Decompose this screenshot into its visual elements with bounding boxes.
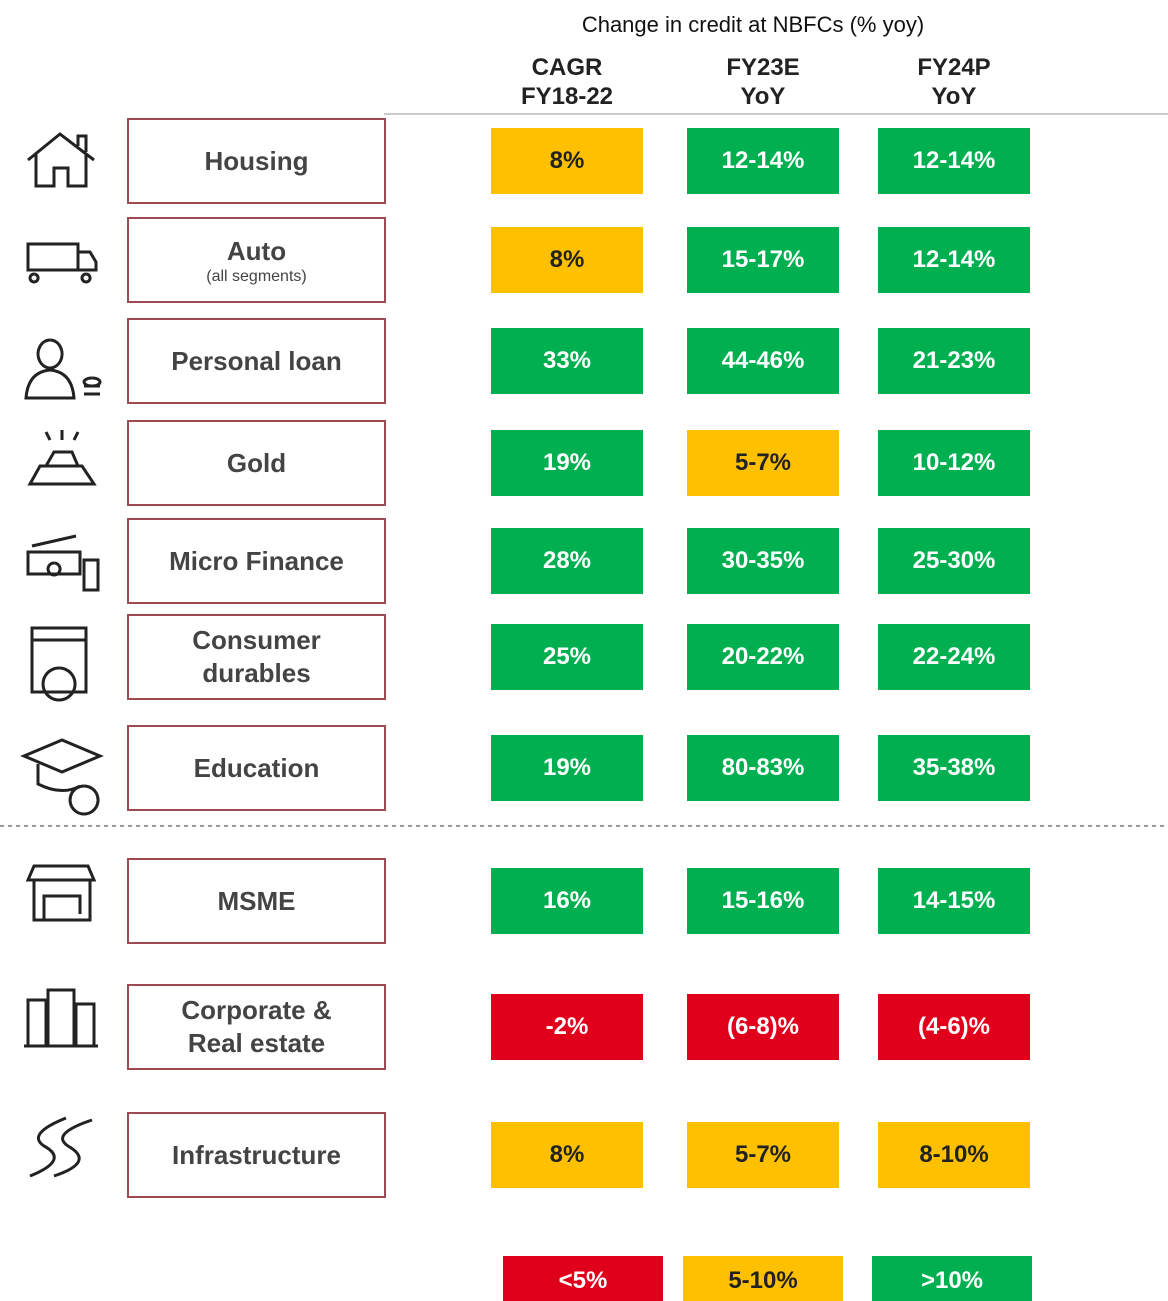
value-cell: 12-14% — [687, 128, 839, 194]
value-cell: 15-17% — [687, 227, 839, 293]
value-cell: 5-7% — [687, 1122, 839, 1188]
value-cell: 19% — [491, 430, 643, 496]
column-header-line: YoY — [931, 83, 977, 110]
value-cell: 30-35% — [687, 528, 839, 594]
column-header-line: YoY — [740, 83, 786, 110]
value-cell: 8% — [491, 227, 643, 293]
value-cell: 25% — [491, 624, 643, 690]
row-label: Housing — [127, 118, 386, 204]
row-label-line: Housing — [204, 145, 309, 176]
row-label-line: Consumer — [192, 625, 321, 655]
value-cell: 25-30% — [878, 528, 1030, 594]
value-cell: 33% — [491, 328, 643, 394]
row-label-line: durables — [202, 658, 311, 688]
row-sublabel: (all segments) — [206, 267, 307, 285]
value-cell: 22-24% — [878, 624, 1030, 690]
column-header: CAGR FY18-22 — [477, 53, 657, 111]
legend-item: >10% — [872, 1256, 1032, 1301]
value-cell: 5-7% — [687, 430, 839, 496]
row-label-line: Auto — [226, 235, 287, 266]
row-label-line: Corporate & — [181, 995, 332, 1025]
value-cell: 35-38% — [878, 735, 1030, 801]
row-label: Consumer durables — [127, 614, 386, 700]
row-label: MSME — [127, 858, 386, 944]
column-header-line: FY18-22 — [520, 83, 614, 110]
icon-gold — [27, 430, 97, 486]
icon-truck — [26, 242, 98, 284]
row-label-line: Education — [193, 752, 320, 783]
row-label-line: Micro Finance — [169, 545, 344, 576]
row-label-line: Real estate — [187, 1028, 326, 1058]
column-header: FY23E YoY — [673, 53, 853, 111]
row-label-line: Gold — [226, 447, 287, 478]
row-label: Education — [127, 725, 386, 811]
icon-person — [24, 338, 102, 400]
icon-money — [26, 534, 100, 592]
value-cell: (4-6)% — [878, 994, 1030, 1060]
column-header-line: CAGR — [531, 54, 603, 81]
value-cell: 12-14% — [878, 128, 1030, 194]
column-header: FY24P YoY — [864, 53, 1044, 111]
row-label: Corporate & Real estate — [127, 984, 386, 1070]
value-cell: 44-46% — [687, 328, 839, 394]
legend-item: 5-10% — [683, 1256, 843, 1301]
value-cell: 80-83% — [687, 735, 839, 801]
row-label: Infrastructure — [127, 1112, 386, 1198]
row-label: Auto (all segments) — [127, 217, 386, 303]
column-header-line: FY23E — [726, 54, 800, 81]
value-cell: 12-14% — [878, 227, 1030, 293]
value-cell: (6-8)% — [687, 994, 839, 1060]
value-cell: 8% — [491, 1122, 643, 1188]
value-cell: 15-16% — [687, 868, 839, 934]
icon-road — [29, 1116, 93, 1178]
value-cell: 21-23% — [878, 328, 1030, 394]
icon-shop — [25, 864, 97, 922]
value-cell: 10-12% — [878, 430, 1030, 496]
value-cell: 19% — [491, 735, 643, 801]
value-cell: 20-22% — [687, 624, 839, 690]
title: Change in credit at NBFCs (% yoy) — [581, 12, 925, 37]
row-label-line: Personal loan — [171, 345, 342, 376]
icon-house — [27, 132, 95, 188]
row-label-line: MSME — [217, 885, 296, 916]
value-cell: -2% — [491, 994, 643, 1060]
value-cell: 8-10% — [878, 1122, 1030, 1188]
value-cell: 14-15% — [878, 868, 1030, 934]
legend-item: <5% — [503, 1256, 663, 1301]
row-label: Gold — [127, 420, 386, 506]
column-header-line: FY24P — [917, 54, 991, 81]
icon-building — [24, 988, 98, 1048]
value-cell: 16% — [491, 868, 643, 934]
icon-washer — [30, 626, 88, 702]
icon-education — [20, 738, 104, 816]
row-label: Micro Finance — [127, 518, 386, 604]
value-cell: 28% — [491, 528, 643, 594]
row-label: Personal loan — [127, 318, 386, 404]
row-label-line: Infrastructure — [171, 1139, 342, 1170]
value-cell: 8% — [491, 128, 643, 194]
